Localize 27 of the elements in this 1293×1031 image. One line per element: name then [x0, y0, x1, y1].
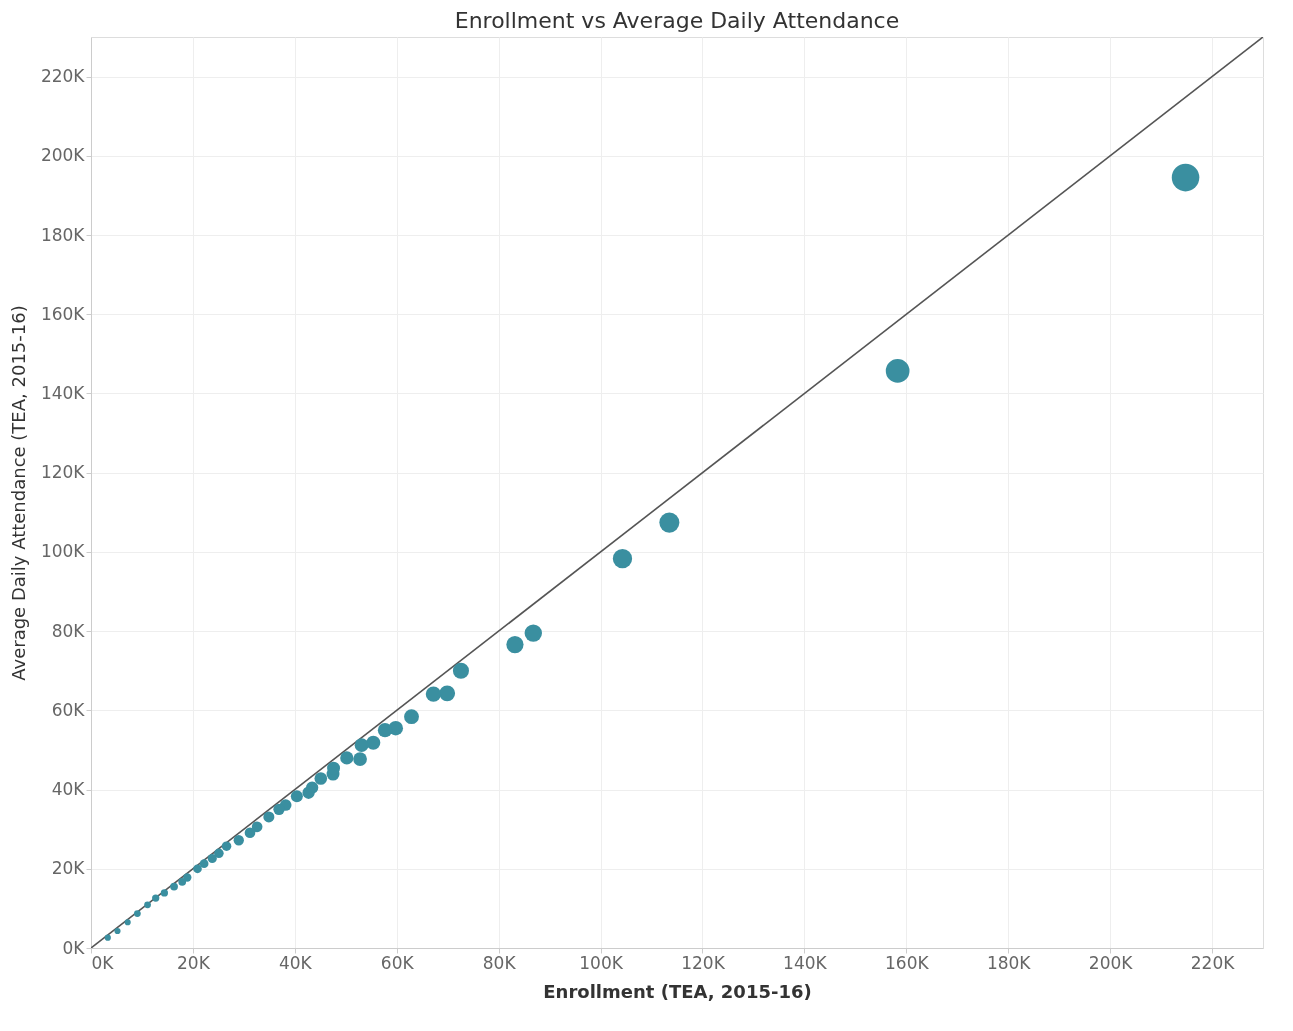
y-tick-label: 200K [40, 145, 86, 166]
x-tick-label: 160K [885, 952, 930, 973]
y-tick-label: 140K [40, 382, 86, 403]
x-tick-label: 20K [177, 952, 211, 973]
y-axis-title: Average Daily Attendance (TEA, 2015-16) [7, 305, 29, 681]
x-tick-label: 100K [579, 952, 624, 973]
y-tick-label: 160K [40, 303, 86, 324]
y-tick-label: 40K [51, 779, 86, 800]
x-tick-label: 180K [986, 952, 1032, 973]
y-tick-label: 220K [40, 66, 86, 87]
x-tick-label: 220K [1190, 952, 1236, 973]
y-tick-label: 80K [51, 620, 86, 641]
x-tick-label: 0K [91, 952, 115, 973]
x-tick-label: 40K [278, 952, 313, 973]
y-tick-label: 60K [51, 699, 86, 720]
y-tick-label: 120K [40, 462, 86, 483]
x-tick-label: 60K [380, 952, 415, 973]
x-axis-title: Enrollment (TEA, 2015-16) [543, 980, 812, 1002]
y-tick-label: 180K [40, 224, 86, 245]
x-tick-label: 140K [783, 952, 828, 973]
y-tick-label: 0K [62, 937, 86, 958]
x-tick-label: 80K [482, 952, 517, 973]
x-tick-label: 120K [681, 952, 726, 973]
chart-title: Enrollment vs Average Daily Attendance [454, 8, 900, 33]
y-tick-label: 100K [40, 541, 86, 562]
x-tick-label: 200K [1088, 952, 1134, 973]
y-tick-label: 20K [51, 858, 86, 879]
